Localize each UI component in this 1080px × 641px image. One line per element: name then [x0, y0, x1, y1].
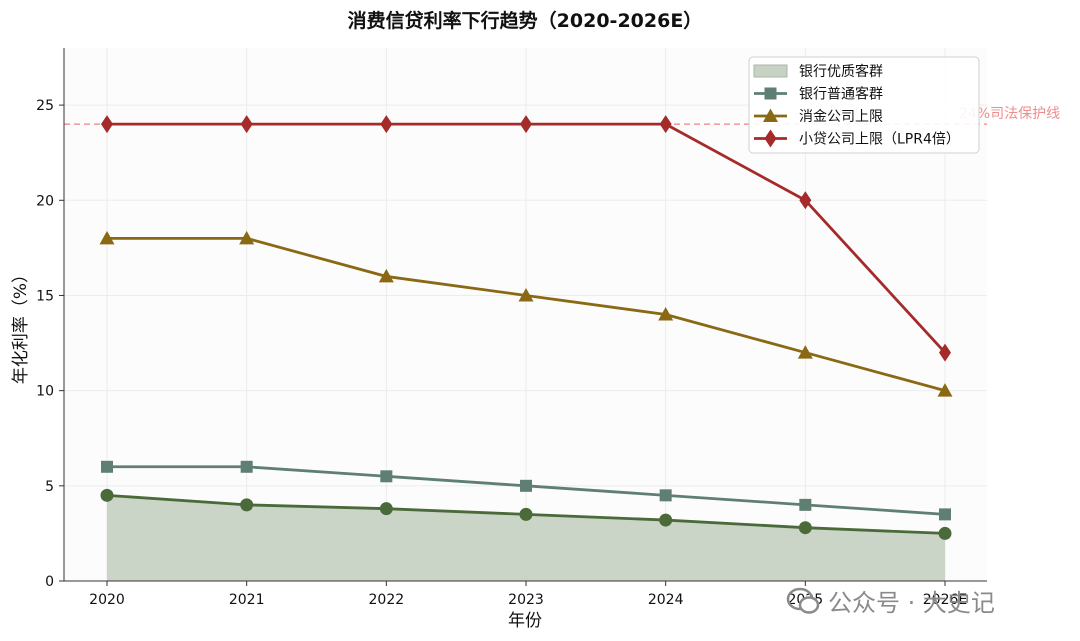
reference-line-label: 24%司法保护线	[959, 106, 1060, 122]
chart-title: 消费信贷利率下行趋势（2020-2026E）	[347, 10, 703, 32]
legend-marker-consumer_finance	[763, 108, 778, 122]
x-tick-label: 2022	[369, 592, 405, 608]
x-tick-label: 2026E	[923, 592, 967, 608]
x-tick-label: 2024	[648, 592, 684, 608]
data-point-regular	[939, 508, 951, 521]
area-premium	[107, 495, 945, 581]
y-tick-label: 15	[36, 288, 54, 304]
data-point-premium	[240, 498, 254, 512]
data-point-consumer_finance	[518, 287, 534, 302]
data-point-premium	[659, 513, 673, 527]
x-tick-label: 2020	[89, 592, 125, 608]
data-point-microloan	[101, 115, 113, 134]
legend-label-regular: 银行普通客群	[799, 86, 883, 103]
data-point-consumer_finance	[378, 268, 394, 283]
legend-swatch-premium	[753, 64, 788, 78]
data-point-consumer_finance	[99, 230, 115, 245]
data-point-premium	[519, 507, 533, 521]
axes: 05101520252020202120222023202420252026E	[36, 48, 987, 608]
data-point-premium	[379, 502, 393, 516]
area-fill-layer	[107, 495, 945, 581]
watermark-text: 公众号 · 大史记	[828, 589, 995, 617]
y-tick-label: 20	[36, 193, 54, 209]
legend-marker-microloan	[764, 129, 777, 148]
data-point-consumer_finance	[937, 383, 953, 397]
watermark: 公众号 · 大史记	[786, 583, 995, 618]
data-point-microloan	[939, 343, 951, 362]
legend-label-consumer_finance: 消金公司上限	[799, 109, 883, 125]
legend-label-microloan: 小贷公司上限（LPR4倍）	[799, 132, 960, 148]
data-point-regular	[240, 460, 253, 473]
data-point-regular	[659, 489, 672, 502]
x-tick-label: 2023	[508, 592, 544, 608]
data-point-microloan	[659, 115, 672, 134]
data-point-consumer_finance	[239, 230, 255, 245]
x-tick-label: 2021	[229, 592, 265, 608]
data-point-consumer_finance	[658, 307, 674, 321]
y-axis-label: 年化利率（%）	[11, 266, 31, 384]
data-point-microloan	[520, 115, 532, 134]
data-point-microloan	[240, 115, 253, 134]
legend-box	[748, 56, 980, 154]
data-point-microloan	[799, 191, 812, 210]
wechat-icon	[786, 587, 820, 614]
y-tick-label: 0	[45, 574, 54, 590]
legend-marker-regular	[764, 87, 777, 100]
y-tick-label: 25	[36, 98, 54, 114]
x-axis-label: 年份	[508, 611, 542, 631]
data-point-premium	[798, 521, 812, 535]
data-point-premium	[938, 526, 952, 540]
y-tick-label: 5	[45, 479, 54, 495]
y-tick-label: 10	[36, 384, 54, 400]
data-point-regular	[799, 498, 812, 511]
legend-label-premium: 银行优质客群	[799, 63, 883, 80]
data-point-consumer_finance	[797, 345, 813, 359]
data-point-premium	[100, 488, 114, 502]
data-point-regular	[101, 460, 113, 473]
data-point-regular	[520, 479, 532, 492]
data-point-regular	[380, 470, 393, 483]
data-point-microloan	[380, 115, 393, 134]
series-layer	[99, 115, 953, 540]
